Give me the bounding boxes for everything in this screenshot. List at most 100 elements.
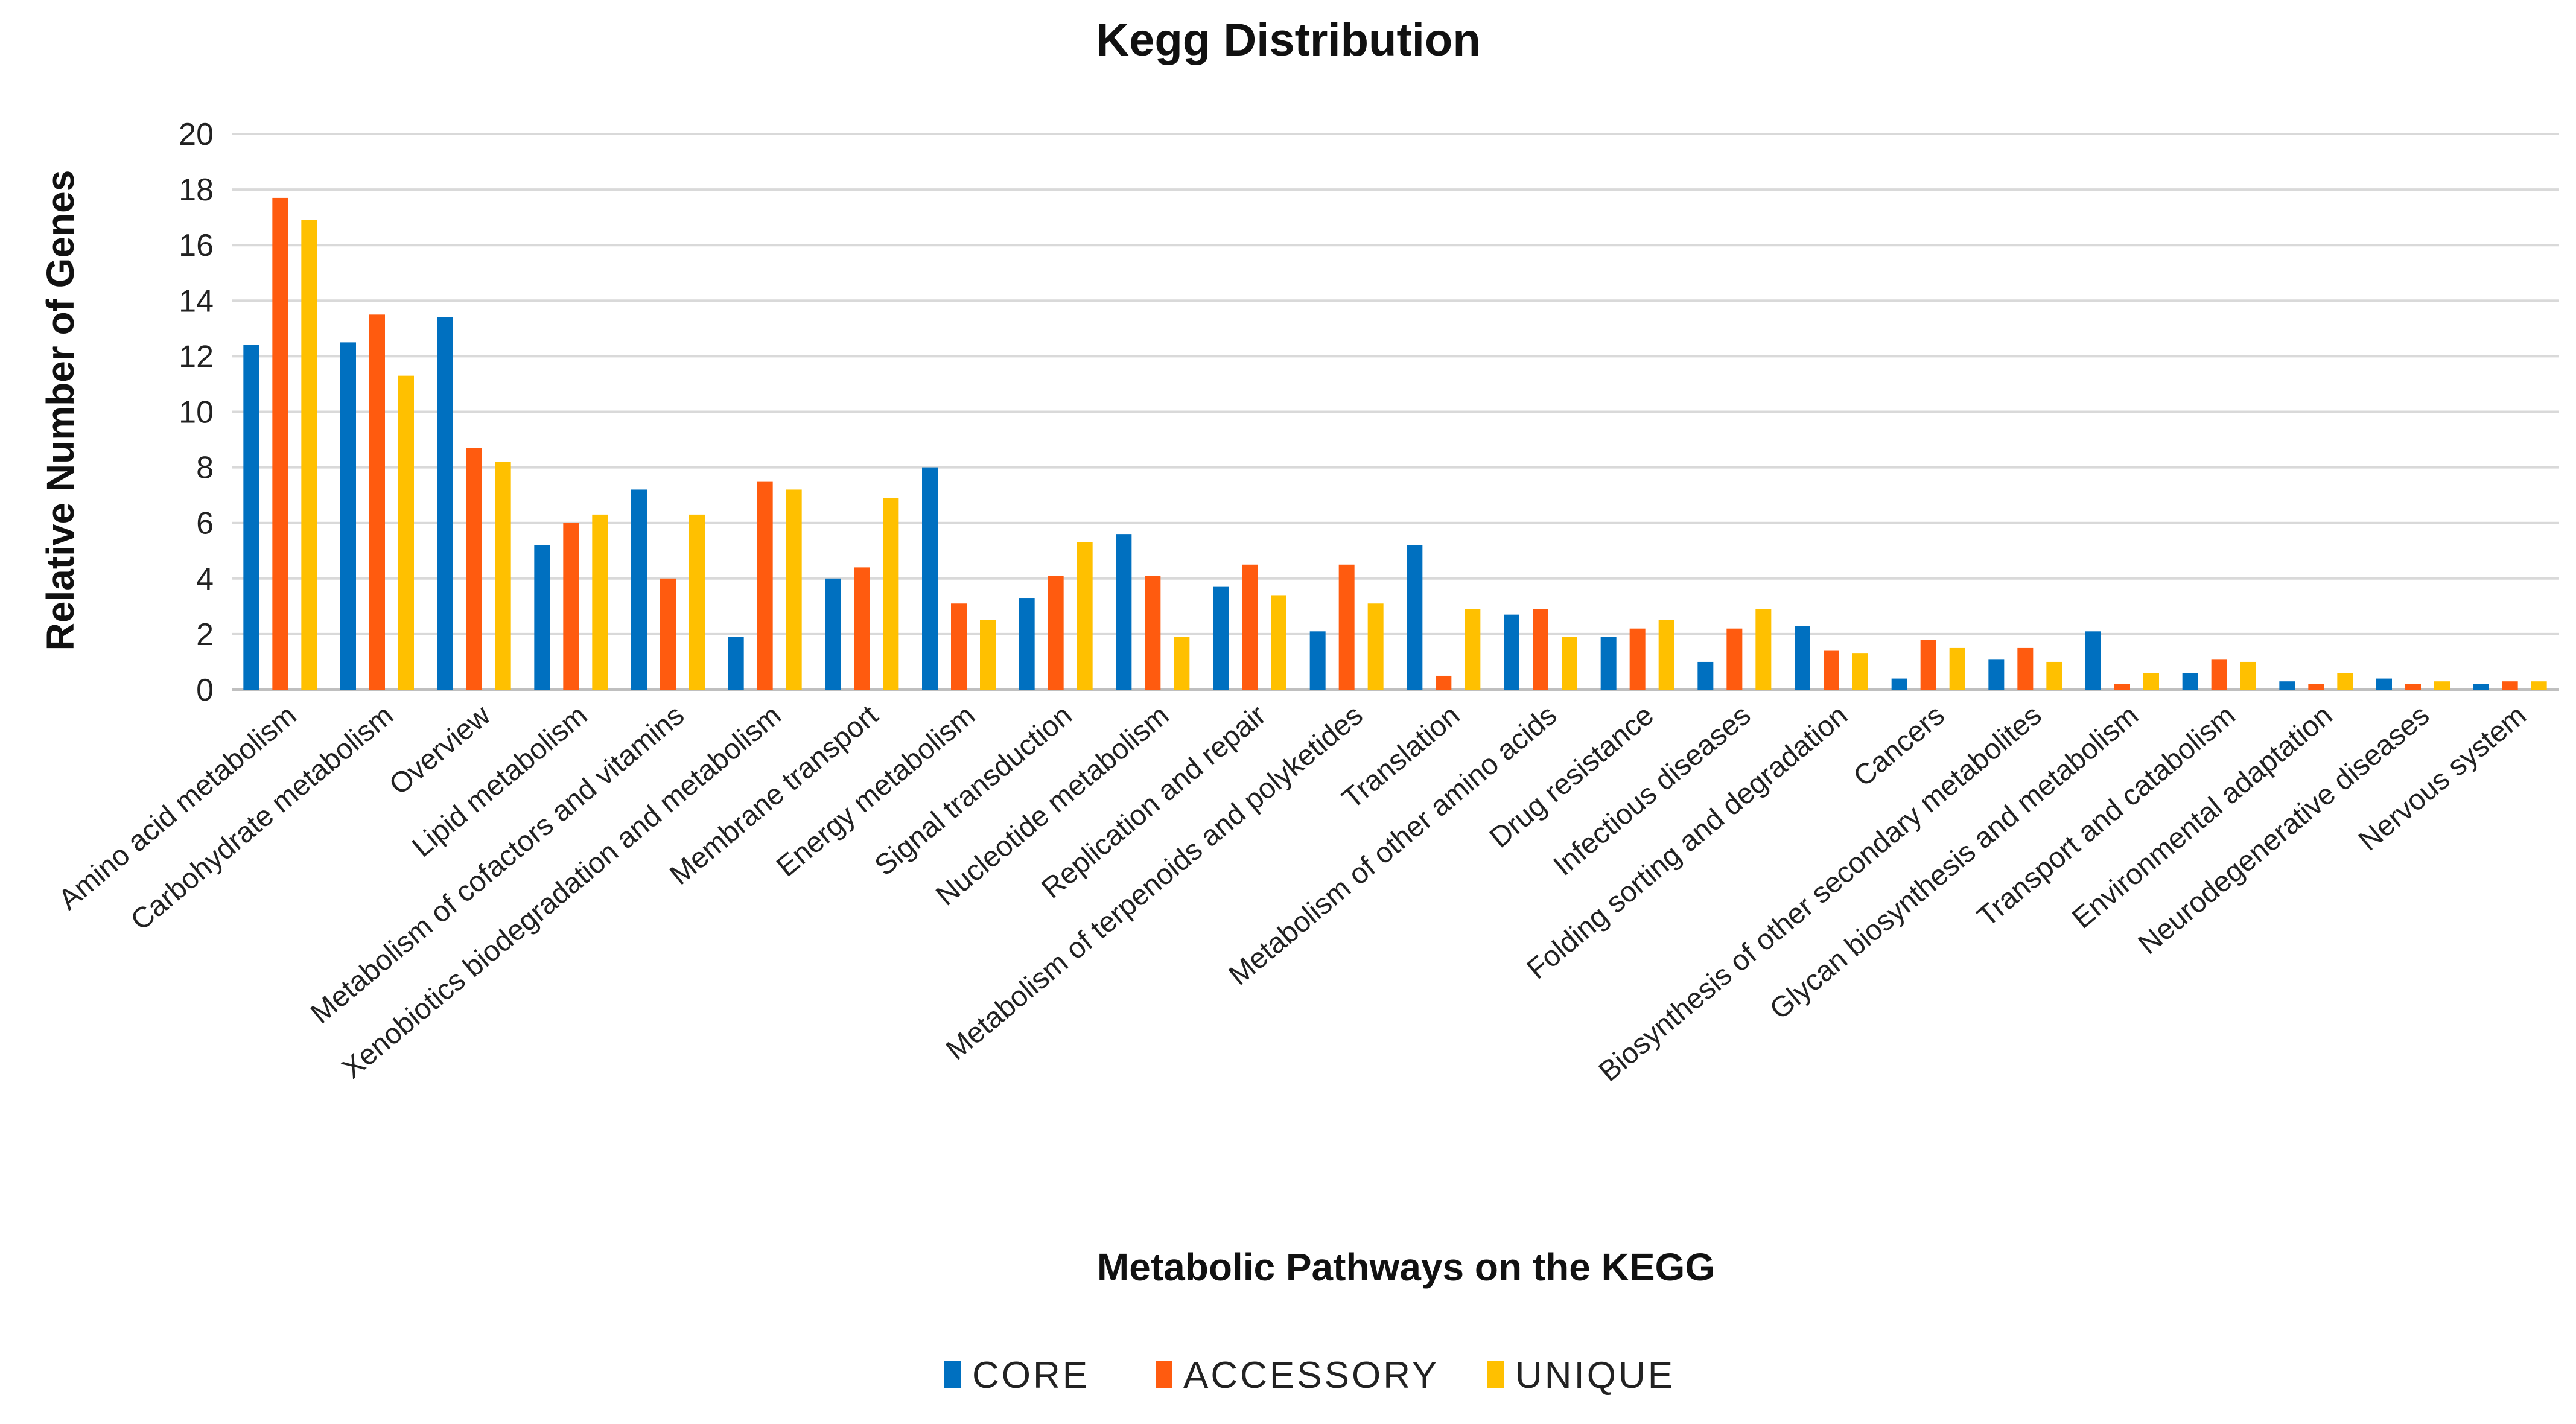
bars: Amino acid metabolism — CORE: 12.4 Carboh… <box>243 197 2547 690</box>
bar-unique-16: Folding sorting and degradation — UNIQUE… <box>1852 653 1868 690</box>
legend-swatch-accessory <box>1156 1361 1172 1388</box>
y-tick-label: 0 <box>196 673 214 708</box>
bar-unique-9: Nucleotide metabolism — UNIQUE: 1.9 <box>1174 637 1190 690</box>
bar-core-9: Nucleotide metabolism — CORE: 5.6 <box>1116 534 1132 690</box>
x-category-label: Biosynthesis of other secondary metaboli… <box>1593 699 2048 1088</box>
bar-core-21: Environmental adaptation — CORE: 0.3 <box>2279 681 2295 690</box>
bar-core-16: Folding sorting and degradation — CORE: … <box>1795 626 1810 690</box>
x-category-label: Drug resistance <box>1484 699 1660 854</box>
y-tick-label: 18 <box>179 173 214 208</box>
y-tick-label: 20 <box>179 117 214 152</box>
bar-accessory-23: Nervous system — ACCESSORY: 0.3 <box>2502 681 2518 690</box>
bar-unique-23: Nervous system — UNIQUE: 0.3 <box>2531 681 2547 690</box>
bar-unique-8: Signal transduction — UNIQUE: 5.3 <box>1077 542 1093 690</box>
bar-core-20: Transport and catabolism — CORE: 0.6 <box>2182 673 2198 690</box>
bar-accessory-18: Biosynthesis of other secondary metaboli… <box>2017 647 2034 690</box>
bar-core-23: Nervous system — CORE: 0.2 <box>2473 684 2489 690</box>
bar-core-1: Carbohydrate metabolism — CORE: 12.5 <box>340 342 356 690</box>
bar-core-15: Infectious diseases — CORE: 1 <box>1697 661 1714 690</box>
bar-accessory-9: Nucleotide metabolism — ACCESSORY: 4.1 <box>1145 576 1161 690</box>
bar-accessory-17: Cancers — ACCESSORY: 1.8 <box>1920 640 1936 690</box>
bar-unique-18: Biosynthesis of other secondary metaboli… <box>2046 661 2062 690</box>
bar-core-0: Amino acid metabolism — CORE: 12.4 <box>243 345 259 690</box>
x-category-label: Xenobiotics biodegradation and metabolis… <box>336 699 787 1085</box>
legend-label-unique: UNIQUE <box>1515 1355 1675 1396</box>
bar-unique-15: Infectious diseases — UNIQUE: 2.9 <box>1755 609 1772 690</box>
bar-accessory-6: Membrane transport — ACCESSORY: 4.4 <box>854 567 870 690</box>
bar-accessory-15: Infectious diseases — ACCESSORY: 2.2 <box>1726 628 1743 690</box>
bar-core-3: Lipid metabolism — CORE: 5.2 <box>534 545 550 690</box>
bar-unique-1: Carbohydrate metabolism — UNIQUE: 11.3 <box>398 375 414 690</box>
y-tick-label: 10 <box>179 395 214 430</box>
bar-accessory-22: Neurodegenerative diseases — ACCESSORY: … <box>2405 684 2421 690</box>
bar-unique-2: Overview — UNIQUE: 8.2 <box>495 462 511 690</box>
bar-unique-4: Metabolism of cofactors and vitamins — U… <box>689 514 705 690</box>
legend-swatch-core <box>944 1361 961 1388</box>
bar-core-22: Neurodegenerative diseases — CORE: 0.4 <box>2376 678 2392 690</box>
bar-accessory-8: Signal transduction — ACCESSORY: 4.1 <box>1048 576 1064 690</box>
bar-core-10: Replication and repair — CORE: 3.7 <box>1213 586 1229 690</box>
bar-core-8: Signal transduction — CORE: 3.3 <box>1019 598 1035 690</box>
legend-label-core: CORE <box>972 1355 1090 1396</box>
bar-accessory-7: Energy metabolism — ACCESSORY: 3.1 <box>951 603 967 690</box>
bar-core-13: Metabolism of other amino acids — CORE: … <box>1504 614 1519 690</box>
bar-unique-12: Translation — UNIQUE: 2.9 <box>1465 609 1481 690</box>
legend-label-accessory: ACCESSORY <box>1183 1355 1439 1396</box>
y-tick-label: 12 <box>179 339 214 374</box>
bar-unique-17: Cancers — UNIQUE: 1.5 <box>1949 647 1965 690</box>
chart-title: Kegg Distribution <box>1096 14 1481 66</box>
bar-core-18: Biosynthesis of other secondary metaboli… <box>1988 659 2005 690</box>
bar-core-11: Metabolism of terpenoids and polyketides… <box>1309 631 1326 690</box>
bar-unique-13: Metabolism of other amino acids — UNIQUE… <box>1562 637 1577 690</box>
y-tick-label: 2 <box>196 617 214 652</box>
y-axis-title: Relative Number of Genes <box>39 170 82 651</box>
bar-unique-3: Lipid metabolism — UNIQUE: 6.3 <box>592 514 608 690</box>
x-axis-title: Metabolic Pathways on the KEGG <box>1097 1245 1715 1289</box>
y-tick-label: 4 <box>196 562 214 597</box>
bar-unique-0: Amino acid metabolism — UNIQUE: 16.9 <box>301 220 317 690</box>
bar-accessory-13: Metabolism of other amino acids — ACCESS… <box>1533 609 1548 690</box>
bar-accessory-4: Metabolism of cofactors and vitamins — A… <box>660 578 676 690</box>
bar-unique-10: Replication and repair — UNIQUE: 3.4 <box>1271 595 1286 690</box>
y-axis-ticks: 0 2 4 6 8 10 12 14 16 18 20 <box>179 117 214 708</box>
bar-accessory-1: Carbohydrate metabolism — ACCESSORY: 13.… <box>369 314 385 690</box>
bar-unique-6: Membrane transport — UNIQUE: 6.9 <box>883 498 899 690</box>
bar-accessory-3: Lipid metabolism — ACCESSORY: 6 <box>563 523 579 690</box>
x-category-label: Lipid metabolism <box>406 699 593 863</box>
bar-core-7: Energy metabolism — CORE: 8 <box>922 467 938 690</box>
bar-core-2: Overview — CORE: 13.4 <box>437 317 453 690</box>
bar-core-17: Cancers — CORE: 0.4 <box>1891 678 1907 690</box>
bar-core-4: Metabolism of cofactors and vitamins — C… <box>631 489 647 690</box>
x-category-label: Nervous system <box>2353 699 2533 857</box>
legend: CORE ACCESSORY UNIQUE <box>944 1355 1675 1396</box>
bar-core-12: Translation — CORE: 5.2 <box>1407 545 1423 690</box>
bar-unique-19: Glycan biosynthesis and metabolism — UNI… <box>2143 673 2159 690</box>
bar-accessory-20: Transport and catabolism — ACCESSORY: 1.… <box>2211 659 2227 690</box>
bar-unique-14: Drug resistance — UNIQUE: 2.5 <box>1658 620 1674 690</box>
y-tick-label: 14 <box>179 284 214 319</box>
bar-core-19: Glycan biosynthesis and metabolism — COR… <box>2085 631 2101 690</box>
bar-unique-5: Xenobiotics biodegradation and metabolis… <box>786 489 802 690</box>
gridlines <box>232 133 2559 635</box>
bar-unique-22: Neurodegenerative diseases — UNIQUE: 0.3 <box>2434 681 2450 690</box>
y-tick-label: 16 <box>179 228 214 263</box>
bar-accessory-21: Environmental adaptation — ACCESSORY: 0.… <box>2308 684 2324 690</box>
bar-accessory-19: Glycan biosynthesis and metabolism — ACC… <box>2114 684 2130 690</box>
bar-accessory-11: Metabolism of terpenoids and polyketides… <box>1338 564 1355 690</box>
bar-unique-11: Metabolism of terpenoids and polyketides… <box>1367 603 1384 690</box>
y-tick-label: 8 <box>196 451 214 486</box>
bar-core-5: Xenobiotics biodegradation and metabolis… <box>728 637 744 690</box>
bar-accessory-14: Drug resistance — ACCESSORY: 2.2 <box>1629 628 1646 690</box>
bar-core-6: Membrane transport — CORE: 4 <box>825 578 841 690</box>
y-tick-label: 6 <box>196 506 214 541</box>
bar-accessory-5: Xenobiotics biodegradation and metabolis… <box>757 481 773 690</box>
bar-accessory-12: Translation — ACCESSORY: 0.5 <box>1436 675 1452 690</box>
bar-accessory-0: Amino acid metabolism — ACCESSORY: 17.7 <box>272 197 288 690</box>
bar-accessory-16: Folding sorting and degradation — ACCESS… <box>1824 650 1839 690</box>
legend-swatch-unique <box>1487 1361 1504 1388</box>
bar-core-14: Drug resistance — CORE: 1.9 <box>1600 637 1617 690</box>
bar-unique-20: Transport and catabolism — UNIQUE: 1 <box>2240 661 2256 690</box>
bar-unique-7: Energy metabolism — UNIQUE: 2.5 <box>980 620 996 690</box>
